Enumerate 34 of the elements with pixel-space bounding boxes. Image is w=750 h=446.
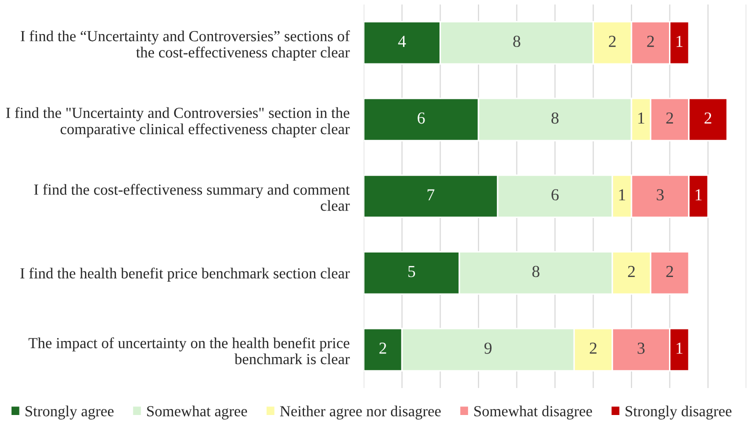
data-label: 2 — [379, 342, 386, 354]
legend-label: Somewhat disagree — [474, 406, 592, 420]
data-label: 1 — [696, 189, 702, 200]
y-tick-label: The impact of uncertainty on the health benefit price benchmark is clear — [28, 337, 350, 364]
data-label: 9 — [484, 342, 492, 354]
data-label: 4 — [398, 36, 406, 47]
data-label: 1 — [638, 112, 644, 124]
legend-label: Neither agree nor disagree — [280, 406, 441, 420]
data-label: 7 — [428, 189, 434, 200]
data-label: 2 — [647, 36, 654, 47]
data-label: 2 — [590, 342, 596, 354]
data-label: 6 — [552, 189, 559, 200]
data-label: 6 — [418, 112, 425, 124]
data-label: 1 — [619, 189, 626, 200]
data-label: 2 — [704, 112, 712, 124]
data-label: 3 — [656, 189, 664, 200]
data-label: 2 — [666, 266, 673, 277]
data-label: 5 — [408, 266, 416, 278]
y-tick-label: I find the "Uncertainty and Controversies" section in the comparative clinical effectiveness chapter clear — [6, 107, 350, 138]
y-tick-label: I find the cost-effectiveness summary and comment clear — [34, 184, 350, 211]
data-label: 8 — [551, 112, 559, 124]
data-label: 8 — [532, 266, 540, 278]
legend-label: Strongly agree — [26, 406, 114, 420]
y-tick-label: I find the “Uncertainty and Controversies” sections of the cost-effectiveness chapter clear — [20, 30, 350, 61]
legend-label: Somewhat agree — [147, 406, 248, 420]
data-label: 8 — [513, 36, 520, 47]
data-label: 1 — [676, 342, 682, 354]
y-tick-label: I find the health benefit price benchmark section clear — [20, 268, 350, 282]
data-label: 1 — [676, 36, 682, 47]
data-label: 2 — [608, 36, 616, 47]
legend-label: Strongly disagree — [626, 406, 732, 420]
data-label: 2 — [666, 112, 673, 124]
data-label: 3 — [638, 342, 645, 354]
data-label: 2 — [628, 266, 635, 277]
